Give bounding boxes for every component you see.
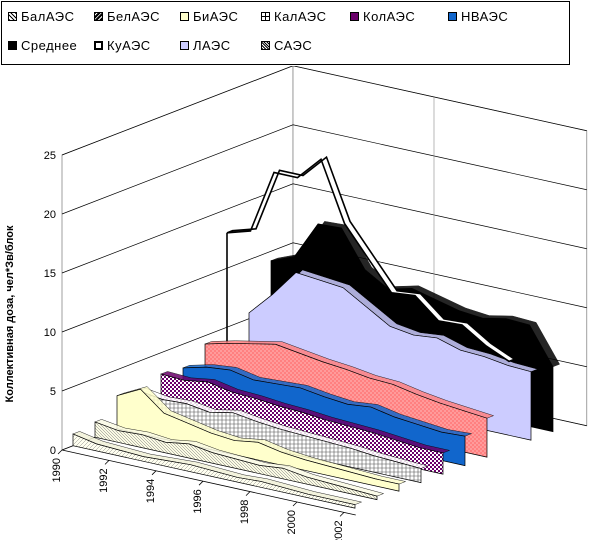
x-tick: [104, 460, 110, 465]
x-axis: 1990 1992 1994 1996 1998 2000 2002: [51, 449, 356, 540]
legend-item-kolaes: КолАЭС: [350, 7, 415, 25]
x-tick: [57, 449, 63, 455]
legend-label: КалАЭС: [274, 8, 327, 24]
x-tick-label: 1996: [192, 489, 204, 513]
series-КолАЭС: [160, 371, 451, 475]
legend-item-belaes: БелАЭС: [94, 7, 160, 25]
legend-item-srednee: Среднее: [8, 36, 77, 54]
legend-swatch-srednee: [8, 40, 17, 50]
y-tick-label: 10: [44, 327, 56, 339]
y-tick-label: 25: [44, 150, 56, 162]
x-tick-label: 2002: [333, 520, 345, 540]
y-axis: 0 5 10 15 20 25: [44, 150, 56, 457]
legend-swatch-belaes: [94, 11, 103, 21]
y-axis-label: Коллективная доза, чел*Зв/блок: [4, 225, 16, 402]
y-tick-label: 20: [44, 209, 56, 221]
x-tick: [198, 480, 204, 486]
legend-swatch-kolaes: [350, 11, 359, 21]
series-area: [248, 272, 532, 441]
legend-swatch-balaes: [8, 11, 17, 21]
gridline: [61, 124, 587, 215]
legend-item-saes: САЭС: [261, 36, 312, 54]
series-БелАЭС: [94, 419, 385, 501]
series-area: [138, 390, 422, 484]
legend-item-balaes: БалАЭС: [8, 7, 74, 25]
x-tick: [292, 501, 298, 507]
series-area: [72, 433, 356, 509]
legend-swatch-kalaes: [261, 11, 270, 21]
legend-label: БелАЭС: [107, 8, 161, 24]
legend-item-nvaes: НВАЭС: [448, 7, 508, 25]
legend-item-kuaes: КуАЭС: [94, 36, 151, 54]
gridline: [61, 66, 587, 156]
legend-item-laes: ЛАЭС: [180, 36, 231, 54]
x-tick-label: 1992: [98, 468, 110, 492]
chart-legend: БалАЭС БелАЭС БиАЭС КалАЭС КолАЭС НВАЭС …: [1, 1, 570, 65]
legend-swatch-saes: [261, 40, 270, 50]
legend-label: БалАЭС: [21, 8, 75, 24]
legend-swatch-nvaes: [448, 11, 457, 21]
legend-label: КуАЭС: [107, 37, 151, 53]
x-tick-label: 1998: [239, 500, 251, 524]
series-area: [226, 155, 517, 363]
legend-swatch-kuaes: [94, 40, 103, 50]
legend-label: КолАЭС: [363, 8, 416, 24]
legend-label: ЛАЭС: [193, 37, 231, 53]
x-tick: [339, 512, 345, 517]
x-tick: [245, 491, 251, 496]
x-tick-label: 1994: [145, 479, 157, 503]
x-tick-label: 2000: [286, 510, 298, 534]
series-БалАЭС: [72, 431, 363, 509]
legend-swatch-laes: [180, 40, 189, 50]
legend-label: Среднее: [21, 37, 78, 53]
series-area: [160, 373, 444, 475]
y-tick-label: 0: [50, 445, 56, 457]
series-КалАЭС: [138, 387, 429, 484]
series-area: [94, 421, 378, 501]
legend-item-kalaes: КалАЭС: [261, 7, 327, 25]
legend-item-biaes: БиАЭС: [180, 7, 238, 25]
chart-series-layer: [72, 155, 560, 509]
legend-label: БиАЭС: [193, 8, 239, 24]
legend-swatch-biaes: [180, 11, 189, 21]
y-tick-label: 5: [50, 386, 56, 398]
gridline: [61, 242, 587, 333]
x-tick: [151, 470, 157, 476]
x-tick-label: 1990: [51, 458, 63, 482]
legend-label: САЭС: [274, 37, 313, 53]
y-tick-label: 15: [44, 268, 56, 280]
legend-label: НВАЭС: [461, 8, 509, 24]
gridline: [61, 183, 587, 274]
